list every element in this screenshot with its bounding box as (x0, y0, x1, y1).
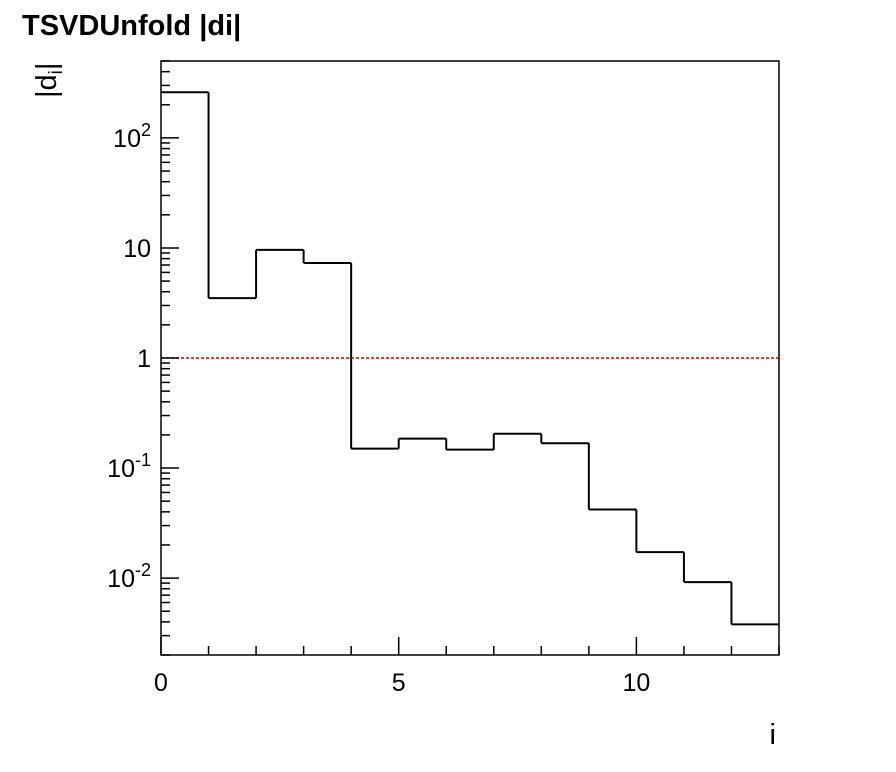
y-tick-label-1: 10-1 (107, 450, 151, 483)
x-tick-label-0: 0 (154, 669, 168, 697)
y-axis-label-close: | (31, 63, 63, 71)
y-tick-label-2: 1 (137, 345, 151, 373)
x-axis-label: i (770, 719, 776, 751)
x-tick-label-5: 5 (392, 669, 406, 697)
y-tick-label-4: 102 (113, 120, 151, 153)
y-tick-label-3: 10 (123, 235, 151, 263)
y-tick-label-0: 10-2 (107, 560, 151, 593)
y-axis-label-subscript: i (46, 70, 67, 74)
y-axis-label-main: |d (31, 74, 63, 98)
plot-area: 0 5 10 10-2 10-1 1 10 102 (107, 60, 780, 697)
chart-title: TSVDUnfold |di| (22, 10, 241, 42)
x-tick-label-10: 10 (622, 669, 650, 697)
y-axis-label: |di| (31, 63, 67, 98)
